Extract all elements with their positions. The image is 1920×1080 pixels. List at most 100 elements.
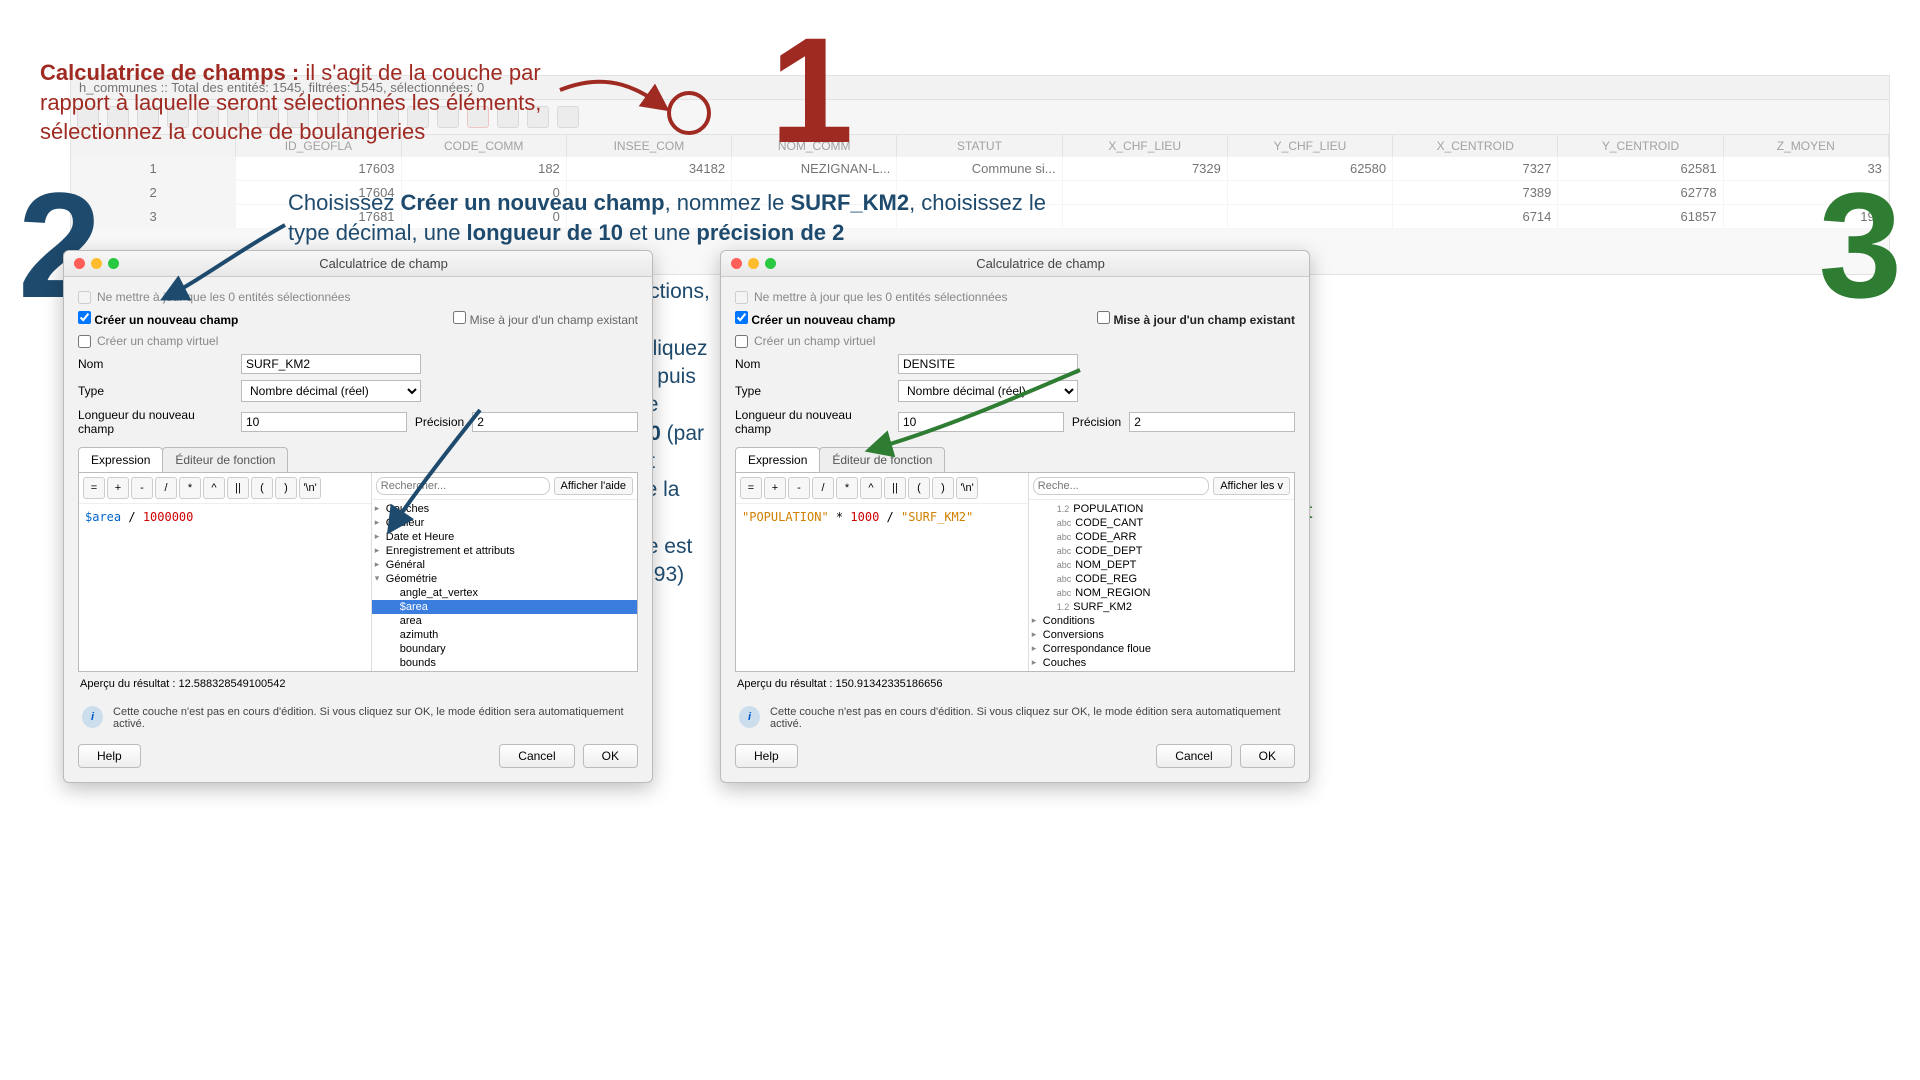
ok-button[interactable]: OK — [1240, 744, 1295, 768]
create-new-checkbox[interactable] — [735, 311, 748, 324]
tree-category[interactable]: Couleur — [372, 516, 637, 530]
tree-category[interactable]: Géométrie — [372, 572, 637, 586]
create-new-field-row[interactable]: Créer un nouveau champ — [78, 311, 238, 327]
tree-category[interactable]: Couches — [372, 502, 637, 516]
tree-category[interactable]: Date et Heure — [372, 530, 637, 544]
type-select[interactable]: Nombre décimal (réel) — [241, 380, 421, 402]
type-select[interactable]: Nombre décimal (réel) — [898, 380, 1078, 402]
precision-input[interactable] — [472, 412, 638, 432]
tree-item[interactable]: bounds_height — [372, 670, 637, 671]
operator-button[interactable]: '\n' — [956, 477, 978, 499]
tree-item[interactable]: $area — [372, 600, 637, 614]
minimize-icon[interactable] — [91, 258, 102, 269]
update-existing-checkbox[interactable] — [1097, 311, 1110, 324]
length-input[interactable] — [898, 412, 1064, 432]
tree-category[interactable]: Couches — [1029, 656, 1294, 670]
only-selected-row: Ne mettre à jour que les 0 entités sélec… — [78, 287, 638, 307]
info-text: Cette couche n'est pas en cours d'éditio… — [113, 706, 634, 730]
tree-item[interactable]: boundary — [372, 642, 637, 656]
operator-button[interactable]: - — [788, 477, 810, 499]
ok-button[interactable]: OK — [583, 744, 638, 768]
tree-item[interactable]: abcCODE_CANT — [1029, 516, 1294, 530]
close-icon[interactable] — [731, 258, 742, 269]
operator-button[interactable]: * — [836, 477, 858, 499]
tree-item[interactable]: abcNOM_DEPT — [1029, 558, 1294, 572]
update-existing-row[interactable]: Mise à jour d'un champ existant — [453, 311, 638, 327]
operator-button[interactable]: ( — [251, 477, 273, 499]
tree-category[interactable]: Conditions — [1029, 614, 1294, 628]
tab-expression[interactable]: Expression — [78, 447, 163, 472]
operator-button[interactable]: ( — [908, 477, 930, 499]
column-header[interactable]: INSEE_COM — [567, 135, 732, 157]
operator-button[interactable]: ^ — [860, 477, 882, 499]
tree-category[interactable]: Correspondance floue — [1029, 642, 1294, 656]
table-row[interactable]: 11760318234182NEZIGNAN-L...Commune si...… — [71, 157, 1889, 181]
function-search-input[interactable] — [376, 477, 550, 495]
tree-item[interactable]: azimuth — [372, 628, 637, 642]
tree-category[interactable]: Couleur — [1029, 670, 1294, 671]
column-header[interactable]: Z_MOYEN — [1724, 135, 1889, 157]
operator-button[interactable]: || — [227, 477, 249, 499]
operator-button[interactable]: * — [179, 477, 201, 499]
column-header[interactable]: Y_CHF_LIEU — [1228, 135, 1393, 157]
tree-item[interactable]: area — [372, 614, 637, 628]
help-button[interactable]: Help — [78, 744, 141, 768]
cancel-button[interactable]: Cancel — [1156, 744, 1231, 768]
operator-button[interactable]: ) — [932, 477, 954, 499]
operator-button[interactable]: '\n' — [299, 477, 321, 499]
update-existing-row[interactable]: Mise à jour d'un champ existant — [1097, 311, 1295, 327]
tree-item[interactable]: abcCODE_DEPT — [1029, 544, 1294, 558]
column-header[interactable]: STATUT — [897, 135, 1062, 157]
operator-button[interactable]: = — [740, 477, 762, 499]
nom-input[interactable] — [898, 354, 1078, 374]
tree-category[interactable]: Enregistrement et attributs — [372, 544, 637, 558]
operator-button[interactable]: ) — [275, 477, 297, 499]
virtual-checkbox[interactable] — [735, 335, 748, 348]
function-search-input[interactable] — [1033, 477, 1209, 495]
cancel-button[interactable]: Cancel — [499, 744, 574, 768]
show-help-button[interactable]: Afficher l'aide — [554, 477, 634, 495]
tree-item[interactable]: abcCODE_ARR — [1029, 530, 1294, 544]
operator-button[interactable]: ^ — [203, 477, 225, 499]
function-tree[interactable]: CouchesCouleurDate et HeureEnregistremen… — [372, 500, 637, 671]
column-header[interactable]: X_CHF_LIEU — [1063, 135, 1228, 157]
help-button[interactable]: Help — [735, 744, 798, 768]
tree-item[interactable]: 1.2POPULATION — [1029, 502, 1294, 516]
function-tree[interactable]: 1.2POPULATIONabcCODE_CANTabcCODE_ARRabcC… — [1029, 500, 1294, 671]
minimize-icon[interactable] — [748, 258, 759, 269]
column-header[interactable]: Y_CENTROID — [1558, 135, 1723, 157]
virtual-checkbox[interactable] — [78, 335, 91, 348]
precision-input[interactable] — [1129, 412, 1295, 432]
tree-item[interactable]: angle_at_vertex — [372, 586, 637, 600]
tree-category[interactable]: Conversions — [1029, 628, 1294, 642]
operator-button[interactable]: + — [764, 477, 786, 499]
show-values-button[interactable]: Afficher les v — [1213, 477, 1290, 495]
tree-item[interactable]: abcNOM_REGION — [1029, 586, 1294, 600]
tree-item[interactable]: bounds — [372, 656, 637, 670]
operator-button[interactable]: / — [155, 477, 177, 499]
operator-button[interactable]: / — [812, 477, 834, 499]
tree-category[interactable]: Général — [372, 558, 637, 572]
update-existing-checkbox[interactable] — [453, 311, 466, 324]
expression-textarea[interactable]: $area / 1000000 — [79, 504, 371, 671]
zoom-icon[interactable] — [108, 258, 119, 269]
nom-input[interactable] — [241, 354, 421, 374]
close-icon[interactable] — [74, 258, 85, 269]
operator-button[interactable]: + — [107, 477, 129, 499]
expression-textarea[interactable]: "POPULATION" * 1000 / "SURF_KM2" — [736, 504, 1028, 671]
zoom-icon[interactable] — [765, 258, 776, 269]
tab-expression[interactable]: Expression — [735, 447, 820, 472]
operator-button[interactable]: || — [884, 477, 906, 499]
tree-item[interactable]: abcCODE_REG — [1029, 572, 1294, 586]
tree-item[interactable]: 1.2SURF_KM2 — [1029, 600, 1294, 614]
tab-function-editor[interactable]: Éditeur de fonction — [162, 447, 288, 472]
column-header[interactable]: X_CENTROID — [1393, 135, 1558, 157]
create-new-field-row[interactable]: Créer un nouveau champ — [735, 311, 895, 327]
operator-button[interactable]: - — [131, 477, 153, 499]
operator-button[interactable]: = — [83, 477, 105, 499]
length-input[interactable] — [241, 412, 407, 432]
virtual-field-row[interactable]: Créer un champ virtuel — [78, 331, 638, 351]
create-new-checkbox[interactable] — [78, 311, 91, 324]
tab-function-editor[interactable]: Éditeur de fonction — [819, 447, 945, 472]
virtual-field-row[interactable]: Créer un champ virtuel — [735, 331, 1295, 351]
